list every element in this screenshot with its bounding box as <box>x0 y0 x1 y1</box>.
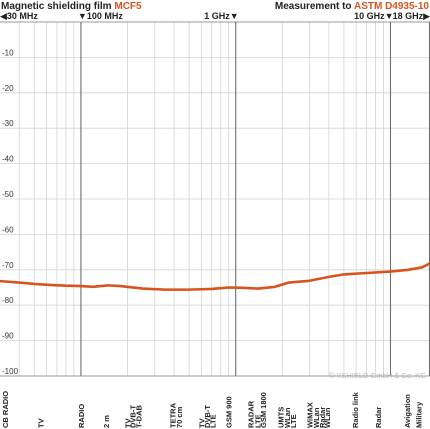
grid-lines <box>0 22 430 377</box>
band-label: T-DAB <box>134 405 143 428</box>
frequency-tick-label: ▼100 MHz <box>78 11 123 21</box>
y-tick-label: -70 <box>2 261 14 270</box>
band-label: 2 m <box>102 415 111 428</box>
chart-header-measurement: Measurement to ASTM D4935-10 <box>275 1 430 12</box>
band-label: Radio link <box>351 391 360 428</box>
band-label: GSM 900 <box>225 396 234 428</box>
frequency-tick-labels: ◀30 MHz ▼100 MHz 1 GHz▼ 10 GHz▼ 18 GHz▶ <box>0 11 430 21</box>
band-label: DVB-T <box>203 405 212 428</box>
chart-header-title: Magnetic shielding film MCF5 <box>1 1 142 12</box>
series-layer <box>0 262 430 291</box>
band-label: WLan <box>312 407 321 428</box>
band-label: Radar <box>318 407 327 428</box>
series-line <box>0 262 430 291</box>
band-label: 70 cm <box>175 406 184 428</box>
frequency-tick-label: ◀30 MHz <box>0 11 38 21</box>
band-label: RADAR <box>247 400 256 428</box>
y-tick-label: -100 <box>2 367 19 376</box>
band-label: TV <box>124 418 133 428</box>
watermark: © YSHIELD GmbH & Co. KG <box>329 371 426 380</box>
band-label: GSM 1800 <box>259 392 268 428</box>
y-tick-label: -10 <box>2 48 14 57</box>
band-label: Radar <box>374 407 383 428</box>
band-label: LTE <box>253 414 262 428</box>
y-tick-label: -90 <box>2 332 14 341</box>
band-label: LTE <box>289 414 298 428</box>
band-label: WiMAX <box>306 402 315 428</box>
band-label: Avigation <box>403 394 412 428</box>
y-tick-label: -50 <box>2 190 14 199</box>
band-label: DVB-T <box>128 405 137 428</box>
band-label: WLan <box>323 407 332 428</box>
band-label: LTE <box>209 414 218 428</box>
band-label: CB RADIO <box>1 391 10 428</box>
band-label: WLan <box>283 407 292 428</box>
y-tick-labels: -10 -20 -30 -40 -50 -60 -70 -80 -90 -100 <box>2 48 19 376</box>
band-label: Military <box>415 401 424 428</box>
y-tick-label: -60 <box>2 225 14 234</box>
band-label: RADIO <box>77 404 86 428</box>
band-label: TV <box>37 418 46 428</box>
y-tick-label: -30 <box>2 119 14 128</box>
y-tick-label: -20 <box>2 84 14 93</box>
band-label: TETRA <box>168 402 177 428</box>
y-tick-label: -80 <box>2 296 14 305</box>
band-label: UMTS <box>277 407 286 428</box>
band-label: TV <box>197 418 206 428</box>
y-tick-label: -40 <box>2 155 14 164</box>
frequency-tick-label: 18 GHz▶ <box>393 11 430 21</box>
frequency-tick-label: 10 GHz▼ <box>354 11 393 21</box>
frequency-tick-label: 1 GHz▼ <box>204 11 238 21</box>
